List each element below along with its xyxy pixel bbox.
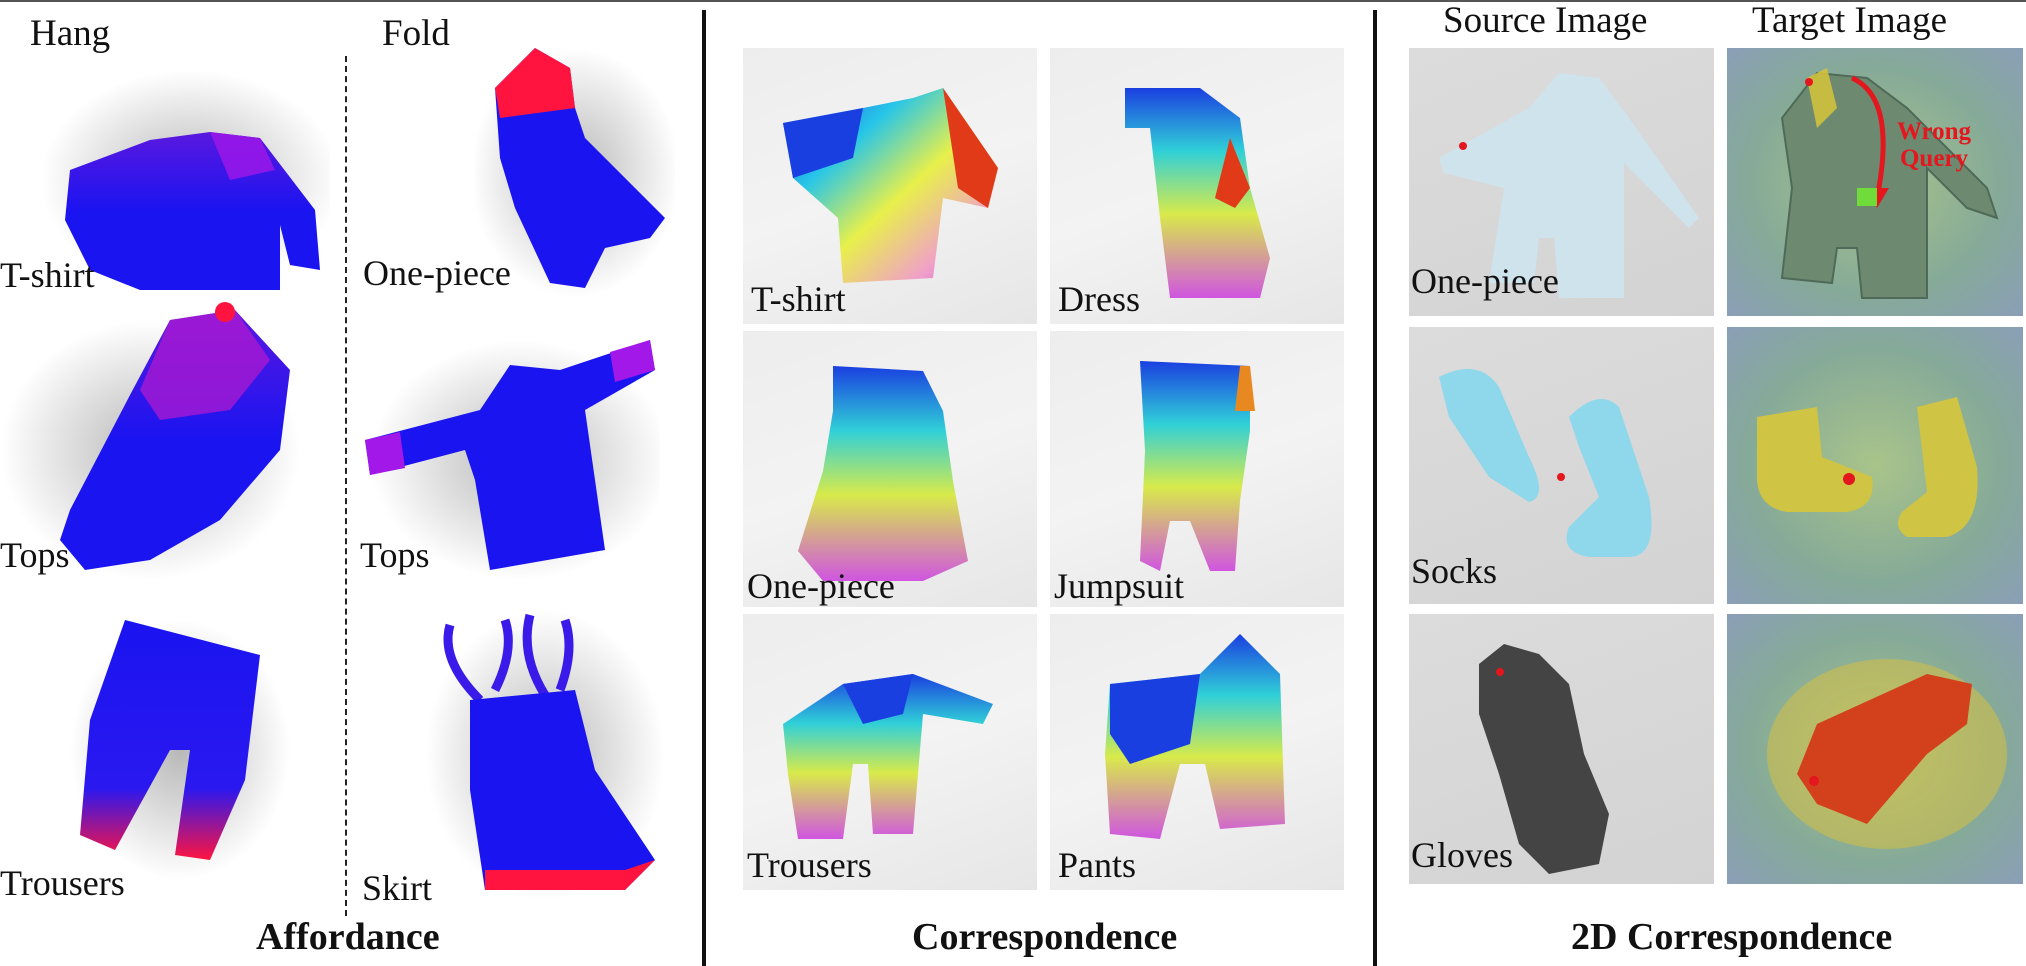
fold-onepiece-pointcloud <box>475 48 675 298</box>
corr-cell-tshirt: T-shirt <box>743 48 1037 324</box>
source-cell-socks: Socks <box>1409 327 1714 604</box>
corr-label-dress: Dress <box>1058 279 1140 319</box>
source-cell-gloves: Gloves <box>1409 614 1714 884</box>
2d-label-gloves: Gloves <box>1411 835 1513 875</box>
target-cell-onepiece: Wrong Query <box>1727 48 2023 316</box>
source-onepiece-render <box>1439 73 1699 298</box>
fold-label-skirt: Skirt <box>362 868 433 908</box>
2d-label-socks: Socks <box>1411 551 1498 591</box>
fold-label-tops: Tops <box>360 535 430 575</box>
target-gloves-heatmap <box>1727 614 2023 884</box>
wrong-query-line1: Wrong <box>1896 118 1972 145</box>
source-image-header: Source Image <box>1443 0 1648 41</box>
panel-divider-1 <box>702 10 706 966</box>
hang-label-tshirt: T-shirt <box>0 255 95 295</box>
affordance-divider <box>345 56 347 916</box>
corr-cell-onepiece: One-piece <box>743 331 1037 607</box>
corr-label-tshirt: T-shirt <box>751 279 846 319</box>
corr-label-trousers: Trousers <box>747 845 872 885</box>
corr-pants-render <box>1105 634 1285 839</box>
hang-header: Hang <box>30 13 111 54</box>
hang-trousers-pointcloud <box>70 620 290 880</box>
corr-cell-trousers: Trousers <box>743 614 1037 890</box>
correspondence-title: Correspondence <box>912 916 1178 958</box>
source-socks-render <box>1439 369 1652 557</box>
corr-dress-render <box>1125 88 1270 298</box>
corr-cell-pants: Pants <box>1050 614 1344 890</box>
affordance-title: Affordance <box>256 916 440 958</box>
fold-label-onepiece: One-piece <box>363 253 511 293</box>
hang-tops-pointcloud <box>0 302 300 580</box>
hang-label-tops: Tops <box>0 535 70 575</box>
hang-label-trousers: Trousers <box>0 863 125 903</box>
corr-trousers-render <box>783 674 993 839</box>
target-cell-gloves <box>1727 614 2023 884</box>
corr-label-jumpsuit: Jumpsuit <box>1054 566 1185 606</box>
target-socks-heatmap <box>1727 327 2023 604</box>
wrong-query-annotation: Wrong Query <box>1879 118 1989 172</box>
fold-skirt-pointcloud <box>425 610 665 900</box>
corr-label-onepiece: One-piece <box>747 566 895 606</box>
corr-onepiece-render <box>798 366 968 581</box>
source-cell-onepiece: One-piece <box>1409 48 1714 316</box>
2d-label-onepiece: One-piece <box>1411 261 1559 301</box>
corr-cell-jumpsuit: Jumpsuit <box>1050 331 1344 607</box>
corr-label-pants: Pants <box>1058 845 1137 885</box>
fold-tops-pointcloud <box>365 340 660 580</box>
corr-cell-dress: Dress <box>1050 48 1344 324</box>
corr-tshirt-render <box>783 88 998 283</box>
target-image-header: Target Image <box>1752 0 1947 41</box>
source-gloves-render <box>1479 644 1609 874</box>
hang-tshirt-pointcloud <box>40 70 330 290</box>
wrong-query-line2: Query <box>1899 145 1969 172</box>
fold-header: Fold <box>382 13 450 54</box>
target-cell-socks <box>1727 327 2023 604</box>
corr-jumpsuit-render <box>1140 361 1255 571</box>
panel-divider-2 <box>1373 10 1377 966</box>
2d-correspondence-title: 2D Correspondence <box>1571 916 1893 958</box>
target-onepiece-heatmap <box>1727 48 2023 316</box>
top-border <box>0 0 2026 2</box>
